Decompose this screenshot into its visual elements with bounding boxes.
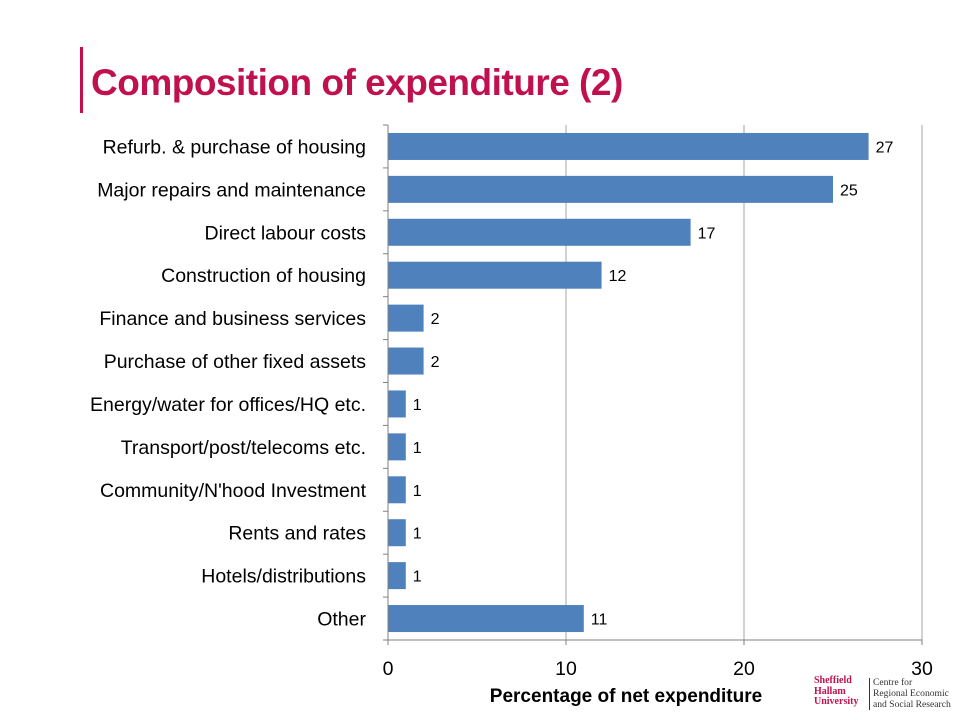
- logo-line-1: Sheffield: [814, 675, 852, 686]
- x-tick-label-3: 30: [911, 658, 933, 680]
- centre-name: Centre for Regional Economic and Social …: [873, 677, 951, 710]
- category-label-2: Direct labour costs: [205, 222, 367, 244]
- x-tick-label-0: 0: [383, 658, 394, 680]
- bar-0: [388, 132, 869, 160]
- category-label-5: Purchase of other fixed assets: [104, 351, 367, 373]
- category-label-0: Refurb. & purchase of housing: [103, 136, 366, 158]
- data-label-10: 1: [413, 569, 422, 586]
- university-logo-icon: Sheffield Hallam University: [814, 675, 866, 710]
- bar-3: [388, 261, 602, 289]
- data-label-0: 27: [876, 139, 894, 156]
- data-label-4: 2: [431, 311, 440, 328]
- data-label-7: 1: [413, 440, 422, 457]
- bar-2: [388, 218, 691, 246]
- category-label-4: Finance and business services: [99, 308, 366, 330]
- data-label-1: 25: [840, 182, 858, 199]
- category-label-8: Community/N'hood Investment: [100, 480, 367, 502]
- category-label-3: Construction of housing: [161, 265, 366, 287]
- sheffield-hallam-logo: Sheffield Hallam University Centre for R…: [814, 675, 954, 712]
- data-label-11: 11: [591, 612, 608, 629]
- bar-1: [388, 175, 833, 203]
- data-label-6: 1: [413, 397, 422, 414]
- x-tick-label-2: 20: [733, 658, 755, 680]
- title-accent-rule: [80, 47, 83, 113]
- category-label-9: Rents and rates: [228, 523, 366, 545]
- x-tick-label-1: 10: [555, 658, 577, 680]
- centre-line-2: Regional Economic: [873, 688, 949, 699]
- slide-title: Composition of expenditure (2): [91, 62, 623, 103]
- data-label-8: 1: [413, 483, 422, 500]
- chart-gridlines: [565, 125, 923, 640]
- category-label-1: Major repairs and maintenance: [97, 179, 366, 201]
- bar-4: [388, 304, 424, 332]
- bar-5: [388, 347, 424, 375]
- centre-line-3: and Social Research: [873, 699, 951, 710]
- bar-7: [388, 433, 406, 461]
- logo-line-2: Hallam: [814, 685, 846, 697]
- logo-line-3: University: [814, 696, 859, 707]
- category-label-7: Transport/post/telecoms etc.: [121, 437, 366, 459]
- x-axis-title: Percentage of net expenditure: [490, 686, 762, 707]
- centre-line-1: Centre for: [873, 677, 913, 688]
- data-label-2: 17: [698, 225, 716, 242]
- category-label-11: Other: [317, 609, 366, 631]
- bar-11: [388, 605, 584, 633]
- chart-axes: [383, 124, 923, 645]
- data-label-9: 1: [413, 526, 422, 543]
- data-label-5: 2: [431, 354, 440, 371]
- chart-labels: 27 Refurb. & purchase of housing 25 Major r…: [90, 136, 933, 680]
- bar-6: [388, 390, 406, 418]
- category-label-10: Hotels/distributions: [201, 566, 366, 588]
- chart-bars: [388, 132, 869, 633]
- data-label-3: 12: [609, 268, 627, 285]
- category-label-6: Energy/water for offices/HQ etc.: [90, 394, 366, 416]
- bar-10: [388, 562, 406, 590]
- bar-9: [388, 519, 406, 547]
- bar-8: [388, 476, 406, 504]
- logo-divider: [869, 678, 870, 710]
